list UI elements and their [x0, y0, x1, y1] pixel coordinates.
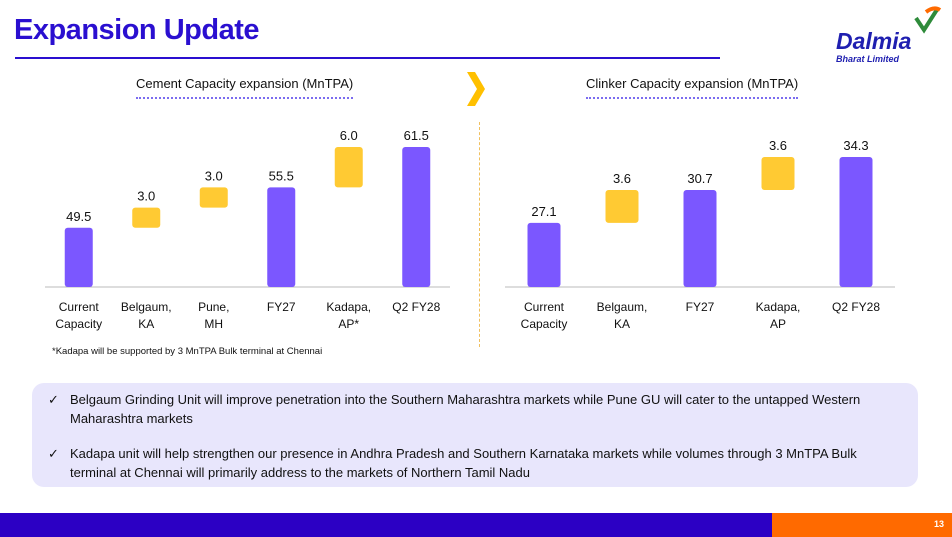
tick-label: Capacity — [521, 317, 568, 331]
footer-accent — [772, 513, 952, 537]
tick-label: FY27 — [267, 300, 296, 314]
bullet-item: ✓ Kadapa unit will help strengthen our pr… — [48, 444, 878, 482]
bullet-text: Belgaum Grinding Unit will improve penet… — [70, 392, 861, 426]
data-label: 6.0 — [340, 128, 358, 143]
bullet-text: Kadapa unit will help strengthen our pre… — [70, 446, 857, 480]
tick-label: Kadapa, — [756, 300, 801, 314]
page-title: Expansion Update — [14, 14, 260, 46]
bullet-item: ✓ Belgaum Grinding Unit will improve pene… — [48, 390, 878, 428]
data-label: 3.0 — [205, 168, 223, 183]
check-icon: ✓ — [48, 392, 59, 407]
tick-label: Pune, — [198, 300, 229, 314]
cement-chart-title: Cement Capacity expansion (MnTPA) — [136, 76, 354, 99]
tick-label: Q2 FY28 — [392, 300, 440, 314]
data-label: 30.7 — [687, 171, 712, 186]
bar — [683, 189, 717, 287]
bar — [132, 207, 161, 228]
logo-subtitle: Bharat Limited — [836, 54, 900, 64]
data-label: 3.6 — [613, 171, 631, 186]
tick-label: Current — [59, 300, 100, 314]
bar — [402, 147, 431, 287]
bar — [267, 187, 296, 287]
data-label: 55.5 — [269, 168, 294, 183]
bar — [527, 222, 561, 287]
chevron-right-icon — [467, 72, 485, 106]
data-label: 3.0 — [137, 189, 155, 204]
tick-label: KA — [614, 317, 630, 331]
tick-label: MH — [204, 317, 223, 331]
chart-divider — [479, 122, 480, 347]
footer-bar — [0, 513, 772, 537]
tick-label: AP — [770, 317, 786, 331]
tick-label: Q2 FY28 — [832, 300, 880, 314]
logo-swoosh-icon — [914, 6, 942, 34]
logo-name: Dalmia — [836, 28, 912, 54]
bar — [199, 187, 228, 208]
bar — [761, 157, 795, 190]
tick-label: Kadapa, — [326, 300, 371, 314]
tick-label: Current — [524, 300, 565, 314]
bar — [839, 157, 873, 287]
check-icon: ✓ — [48, 446, 59, 461]
title-underline — [15, 57, 720, 59]
tick-label: AP* — [338, 317, 359, 331]
tick-label: KA — [138, 317, 154, 331]
tick-label: FY27 — [686, 300, 715, 314]
data-label: 3.6 — [769, 138, 787, 153]
bar — [605, 189, 639, 223]
tick-label: Capacity — [55, 317, 102, 331]
charts-canvas: 49.5 Current Capacity 3.0 Belgaum, KA 3.0 Pune,… — [45, 128, 895, 331]
data-label: 49.5 — [66, 209, 91, 224]
bar — [64, 227, 93, 287]
tick-label: Belgaum, — [121, 300, 172, 314]
page-number: 13 — [933, 519, 944, 529]
clinker-chart-title: Clinker Capacity expansion (MnTPA) — [586, 76, 799, 99]
bar — [334, 147, 363, 188]
highlights-box — [32, 383, 918, 487]
footnote: *Kadapa will be supported by 3 MnTPA Bul… — [52, 346, 323, 357]
company-logo: Dalmia Bharat Limited — [836, 4, 946, 64]
tick-label: Belgaum, — [597, 300, 648, 314]
data-label: 27.1 — [531, 204, 556, 219]
data-label: 34.3 — [843, 138, 868, 153]
data-label: 61.5 — [404, 128, 429, 143]
